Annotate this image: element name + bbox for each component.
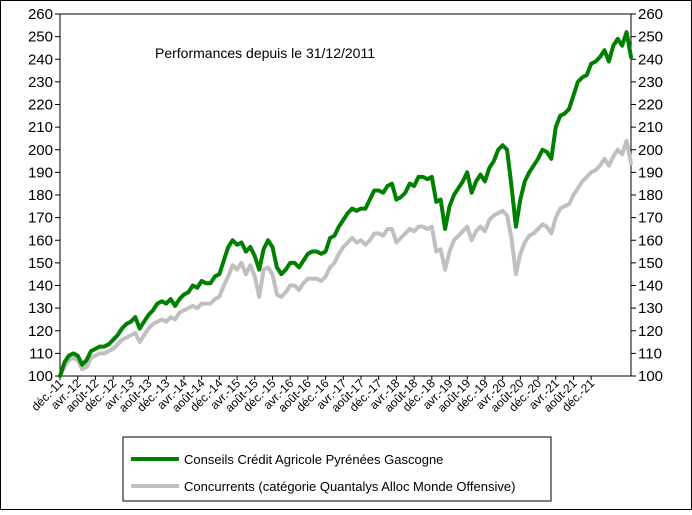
chart-title: Performances depuis le 31/12/2011 (155, 45, 375, 61)
y-tick-label-right: 140 (638, 278, 663, 295)
y-tick-label-right: 150 (638, 255, 663, 272)
y-tick-label-right: 250 (638, 29, 663, 46)
y-tick-label-right: 260 (638, 6, 663, 23)
y-tick-label-right: 100 (638, 368, 663, 385)
y-tick-label-right: 130 (638, 300, 663, 317)
series-line-conseils (58, 30, 633, 378)
legend-label: Conseils Crédit Agricole Pyrénées Gascog… (184, 452, 443, 467)
y-tick-label-left: 100 (28, 368, 53, 385)
series-layer (58, 30, 633, 378)
legend-label: Concurrents (catégorie Quantalys Alloc M… (184, 479, 515, 494)
y-tick-label-left: 200 (28, 142, 53, 159)
y-tick-label-left: 150 (28, 255, 53, 272)
left-y-axis: 100 110 120 130 140 150 160 170 180 190 200 210 220 2… (28, 6, 60, 385)
y-tick-label-left: 230 (28, 74, 53, 91)
y-tick-label-left: 190 (28, 164, 53, 181)
series-line-concurrents (58, 138, 633, 378)
y-tick-label-right: 110 (638, 345, 662, 362)
y-tick-label-left: 160 (28, 232, 53, 249)
y-tick-label-right: 230 (638, 74, 663, 91)
y-tick-label-left: 170 (28, 210, 53, 227)
y-tick-label-right: 190 (638, 164, 663, 181)
y-tick-label-left: 210 (28, 119, 53, 136)
y-tick-label-left: 140 (28, 278, 53, 295)
y-tick-label-left: 120 (28, 323, 53, 340)
y-tick-label-right: 240 (638, 51, 663, 68)
y-tick-label-left: 130 (28, 300, 53, 317)
plot-area (59, 13, 632, 377)
y-tick-label-right: 220 (638, 97, 663, 114)
y-tick-label-right: 160 (638, 232, 663, 249)
y-tick-label-left: 180 (28, 187, 53, 204)
y-tick-label-right: 120 (638, 323, 663, 340)
y-tick-label-right: 170 (638, 210, 663, 227)
y-tick-label-left: 250 (28, 29, 53, 46)
y-tick-label-left: 240 (28, 51, 53, 68)
y-tick-label-left: 220 (28, 97, 53, 114)
right-y-axis: 100 110 120 130 140 150 160 170 180 190 200 210 220 2… (631, 6, 663, 385)
y-tick-label-right: 180 (638, 187, 663, 204)
y-tick-label-left: 110 (29, 345, 53, 362)
y-tick-label-right: 210 (638, 119, 663, 136)
y-tick-label-left: 260 (28, 6, 53, 23)
legend-box (122, 436, 552, 502)
y-tick-label-right: 200 (638, 142, 663, 159)
legend: Conseils Crédit Agricole Pyrénées Gascog… (131, 452, 515, 494)
